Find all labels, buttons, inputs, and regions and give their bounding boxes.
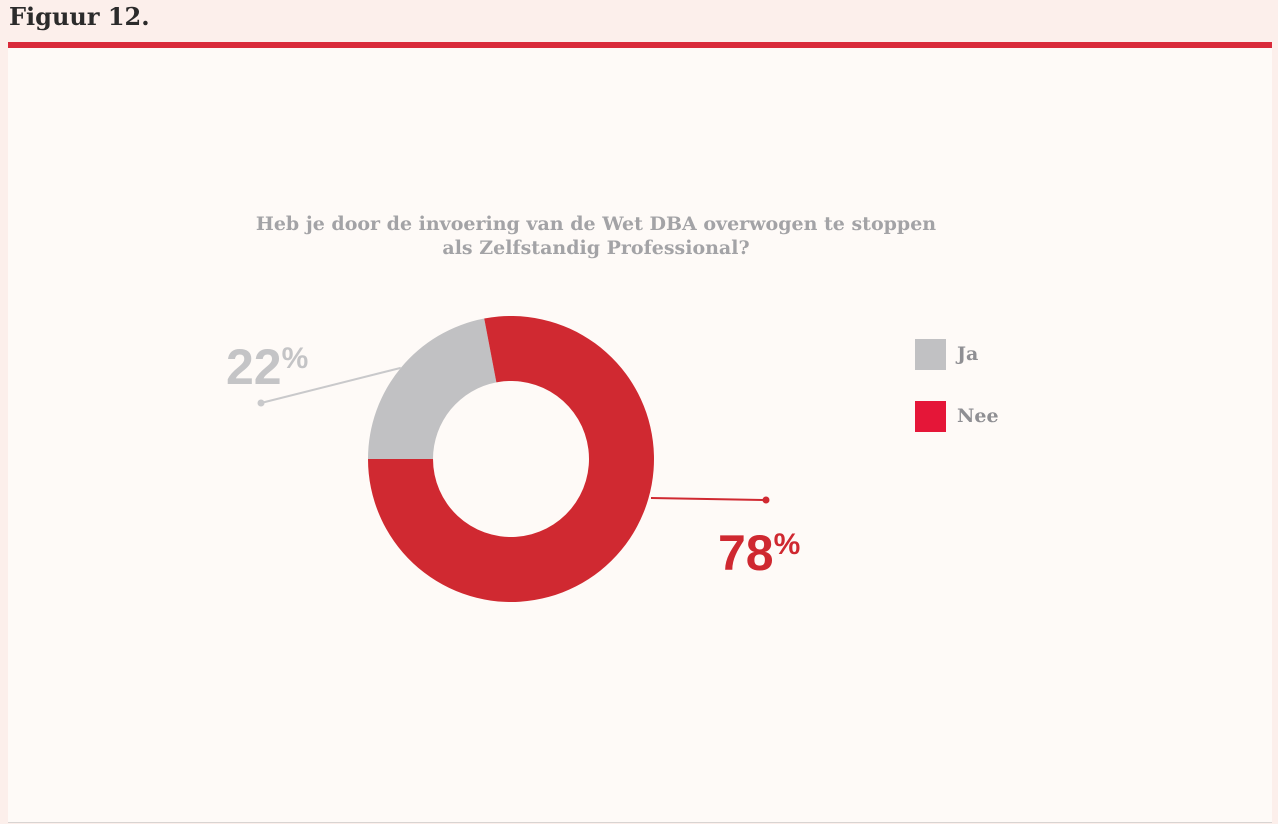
legend-item-ja: Ja [915, 338, 999, 370]
chart-title-line-1: Heb je door de invoering van de Wet DBA … [255, 213, 937, 235]
figure-label: Figuur 12. [9, 2, 150, 31]
legend-label-ja: Ja [957, 343, 979, 365]
legend-item-nee: Nee [915, 400, 999, 432]
leader-line-ja [260, 366, 402, 404]
leader-dot-nee [762, 496, 770, 504]
chart-legend: Ja Nee [915, 338, 999, 462]
leader-dot-ja [257, 399, 265, 407]
value-label-nee: 78% [718, 525, 800, 581]
leader-line-nee [650, 497, 767, 501]
slice-ja [368, 318, 497, 459]
value-label-ja: 22% [226, 339, 308, 395]
legend-label-nee: Nee [957, 405, 999, 427]
chart-title: Heb je door de invoering van de Wet DBA … [240, 212, 952, 260]
legend-swatch-nee [915, 400, 946, 432]
accent-rule [8, 42, 1272, 48]
chart-title-line-2: als Zelfstandig Professional? [442, 237, 750, 259]
slice-nee [368, 316, 654, 602]
legend-swatch-ja [915, 338, 946, 370]
